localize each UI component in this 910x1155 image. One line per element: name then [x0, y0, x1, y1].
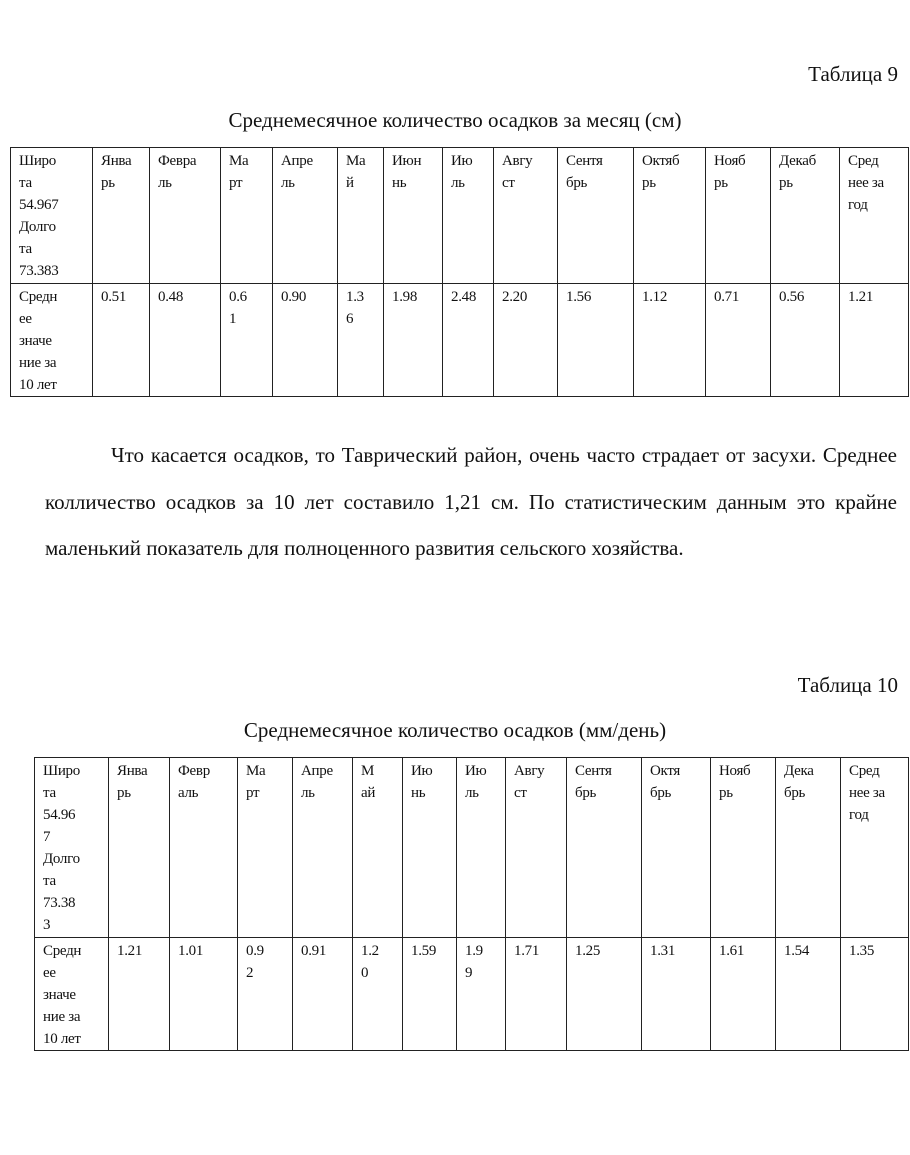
value-cell: 1.01: [169, 937, 238, 1051]
value-cell: 0.51: [92, 283, 150, 397]
header-cell: Сред нее за год: [840, 757, 909, 938]
value-cell: 0.56: [770, 283, 840, 397]
table-10-caption: Таблица 10: [797, 673, 898, 697]
value-cell: 1.56: [557, 283, 634, 397]
value-cell: 2.48: [442, 283, 494, 397]
value-cell: 0.48: [149, 283, 221, 397]
table-9-title: Среднемесячное количество осадков за мес…: [228, 108, 682, 132]
header-cell: Февра ль: [149, 147, 221, 284]
value-cell: 1.12: [633, 283, 706, 397]
table-9-data-row: Средн ее значе ние за 10 лет 0.51 0.48 0.6 …: [10, 283, 909, 397]
header-cell: Ию нь: [402, 757, 457, 938]
header-cell: Широ та 54.967 Долго та 73.383: [10, 147, 93, 284]
header-cell: Декаб рь: [770, 147, 840, 284]
value-cell: 1.35: [840, 937, 909, 1051]
header-cell: Ма рт: [220, 147, 273, 284]
value-cell: 1.54: [775, 937, 841, 1051]
paragraph-text: Что касается осадков, то Таврический рай…: [45, 443, 897, 560]
header-cell: Ма рт: [237, 757, 293, 938]
header-cell: Сентя брь: [566, 757, 642, 938]
header-cell: Октя брь: [641, 757, 711, 938]
header-cell: Сентя брь: [557, 147, 634, 284]
header-cell: Нояб рь: [705, 147, 771, 284]
table-9-caption: Таблица 9: [808, 62, 898, 86]
header-cell: Сред нее за год: [839, 147, 909, 284]
table-9-header-row: Широ та 54.967 Долго та 73.383 Янва рь Фев…: [10, 147, 909, 284]
value-cell: 1.71: [505, 937, 567, 1051]
value-cell: 0.71: [705, 283, 771, 397]
header-cell: Ию ль: [442, 147, 494, 284]
header-cell: Февр аль: [169, 757, 238, 938]
header-cell: Янва рь: [92, 147, 150, 284]
value-cell: 0.9 2: [237, 937, 293, 1051]
header-cell: Июн нь: [383, 147, 443, 284]
value-cell: 0.91: [292, 937, 353, 1051]
value-cell: 1.31: [641, 937, 711, 1051]
header-cell: Ию ль: [456, 757, 506, 938]
table-9: Широ та 54.967 Долго та 73.383 Янва рь Фев…: [10, 147, 909, 397]
value-cell: 0.90: [272, 283, 338, 397]
value-cell: 1.3 6: [337, 283, 384, 397]
table-10: Широ та 54.96 7 Долго та 73.38 3 Янва рь Ф…: [34, 757, 909, 1051]
table-10-title: Среднемесячное количество осадков (мм/де…: [243, 718, 667, 742]
header-cell: Янва рь: [108, 757, 170, 938]
value-cell: 1.2 0: [352, 937, 403, 1051]
header-cell: Ма й: [337, 147, 384, 284]
table-10-header-row: Широ та 54.96 7 Долго та 73.38 3 Янва рь Ф…: [34, 757, 909, 938]
header-cell: Апре ль: [292, 757, 353, 938]
body-paragraph: Что касается осадков, то Таврический рай…: [45, 432, 897, 572]
header-cell: Широ та 54.96 7 Долго та 73.38 3: [34, 757, 109, 938]
header-cell: Дека брь: [775, 757, 841, 938]
value-cell: 1.98: [383, 283, 443, 397]
value-cell: Средн ее значе ние за 10 лет: [10, 283, 93, 397]
header-cell: М ай: [352, 757, 403, 938]
value-cell: 0.6 1: [220, 283, 273, 397]
header-cell: Авгу ст: [493, 147, 558, 284]
header-cell: Нояб рь: [710, 757, 776, 938]
value-cell: 1.25: [566, 937, 642, 1051]
header-cell: Авгу ст: [505, 757, 567, 938]
value-cell: 1.21: [839, 283, 909, 397]
value-cell: 1.21: [108, 937, 170, 1051]
value-cell: 1.59: [402, 937, 457, 1051]
value-cell: 1.61: [710, 937, 776, 1051]
header-cell: Апре ль: [272, 147, 338, 284]
table-10-data-row: Средн ее значе ние за 10 лет 1.21 1.01 0.9 …: [34, 937, 909, 1051]
value-cell: 1.9 9: [456, 937, 506, 1051]
value-cell: 2.20: [493, 283, 558, 397]
value-cell: Средн ее значе ние за 10 лет: [34, 937, 109, 1051]
header-cell: Октяб рь: [633, 147, 706, 284]
